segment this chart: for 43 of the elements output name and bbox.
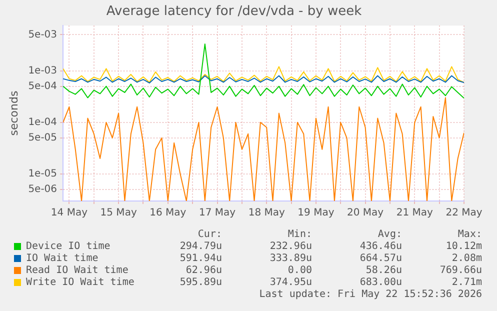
text: Last update: Fri May 22 15:52:36 2026 <box>259 289 482 301</box>
text: 10.12m <box>444 241 482 253</box>
x-tick-label: 21 May <box>396 208 434 219</box>
text: 2.08m <box>450 253 482 265</box>
text: 294.79u <box>178 241 222 253</box>
text: 769.66u <box>438 265 482 277</box>
x-tick-label: 16 May <box>150 208 186 219</box>
text: 664.57u <box>358 253 402 265</box>
legend-label: Read IO Wait time <box>26 265 128 277</box>
text: Max: <box>456 229 482 241</box>
x-tick-label: 22 May <box>446 208 482 219</box>
text: 683.00u <box>358 277 402 289</box>
y-tick-label: 5e-05 <box>28 132 58 144</box>
legend-label: Device IO time <box>26 241 110 253</box>
y-tick-label: 1e-03 <box>28 65 58 76</box>
y-tick-label: 1e-05 <box>28 168 58 180</box>
text: 232.96u <box>268 241 312 253</box>
text: 374.95u <box>268 277 312 289</box>
text: 2.71m <box>450 277 482 289</box>
text: 58.26u <box>364 265 402 277</box>
y-tick-label: 5e-04 <box>28 80 58 92</box>
y-tick-label: 1e-04 <box>28 116 58 128</box>
y-axis-title: seconds <box>7 90 20 136</box>
x-tick-label: 17 May <box>198 208 236 219</box>
legend-label: IO Wait time <box>26 253 98 265</box>
legend-label: Write IO Wait time <box>26 277 134 289</box>
text: Avg: <box>376 229 402 241</box>
text: 595.89u <box>178 277 222 289</box>
chart-title: Average latency for /dev/vda - by week <box>106 4 362 20</box>
text: Min: <box>286 229 312 241</box>
text: 333.89u <box>268 253 312 265</box>
text: 436.46u <box>358 241 402 253</box>
x-tick-label: 14 May <box>50 208 88 219</box>
y-tick-label: 5e-06 <box>28 184 58 196</box>
x-tick-label: 15 May <box>100 208 137 219</box>
x-tick-label: 20 May <box>347 208 384 219</box>
y-tick-label: 5e-03 <box>28 29 58 40</box>
text: 591.94u <box>178 253 222 265</box>
text: 0.00 <box>286 265 312 277</box>
text: 62.96u <box>184 265 222 277</box>
x-tick-label: 19 May <box>298 208 334 219</box>
x-tick-label: 18 May <box>248 208 285 219</box>
text: Cur: <box>196 229 222 241</box>
